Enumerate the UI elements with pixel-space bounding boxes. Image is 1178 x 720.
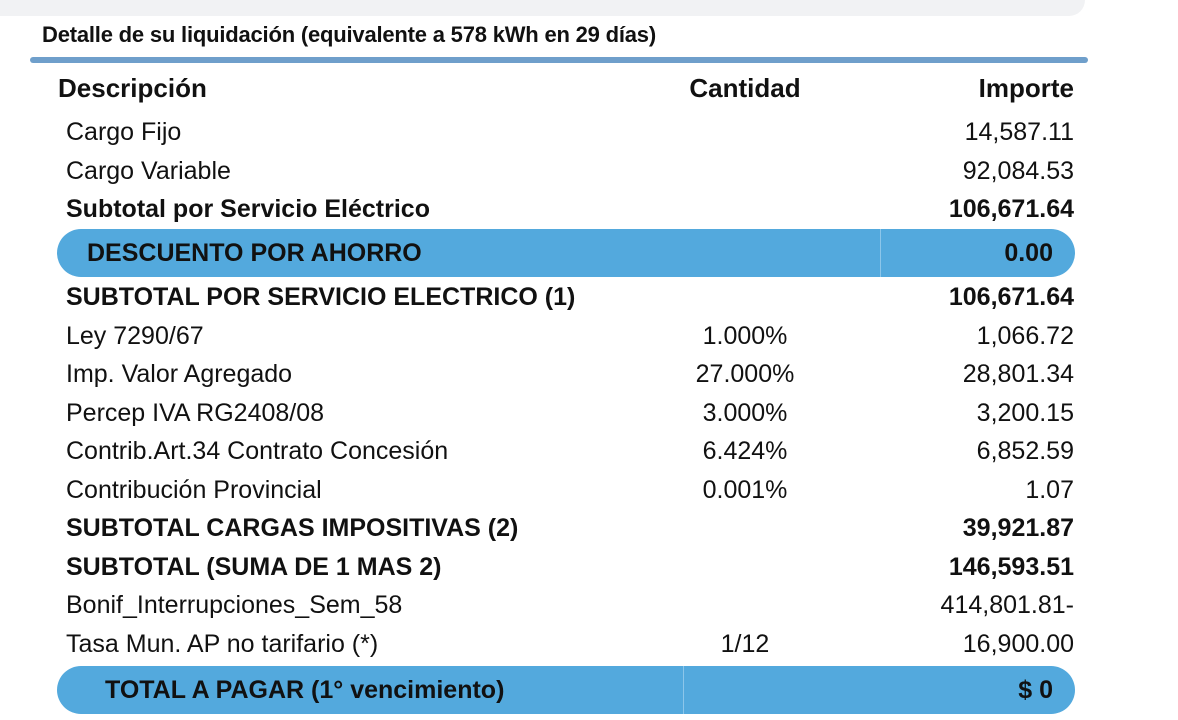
row-description: Contribución Provincial <box>66 475 322 504</box>
row-description: SUBTOTAL (SUMA DE 1 MAS 2) <box>66 552 442 581</box>
table-row: SUBTOTAL CARGAS IMPOSITIVAS (2) 39,921.87 <box>0 509 1178 547</box>
row-quantity: 1.000% <box>702 321 788 350</box>
row-description: Cargo Variable <box>66 156 231 185</box>
table-row: SUBTOTAL POR SERVICIO ELECTRICO (1) 106,6… <box>0 278 1178 316</box>
top-band <box>0 0 1085 16</box>
row-description: Ley 7290/67 <box>66 321 204 350</box>
table-row: Cargo Fijo 14,587.11 <box>0 113 1178 151</box>
row-description: Bonif_Interrupciones_Sem_58 <box>66 591 403 619</box>
row-description: SUBTOTAL CARGAS IMPOSITIVAS (2) <box>66 514 519 542</box>
row-amount: 106,671.64 <box>948 283 1074 311</box>
row-description: Cargo Fijo <box>66 118 182 146</box>
table-header: Descripción Cantidad Importe <box>0 69 1178 107</box>
table-row: Percep IVA RG2408/08 3.000% 3,200.15 <box>0 394 1178 432</box>
total-label: TOTAL A PAGAR (1° vencimiento) <box>105 676 505 704</box>
row-amount: 39,921.87 <box>962 514 1074 542</box>
table-row: Contrib.Art.34 Contrato Concesión 6.424% 6… <box>0 432 1178 470</box>
column-header-description: Descripción <box>58 73 207 103</box>
row-amount: 146,593.51 <box>948 552 1074 581</box>
column-header-quantity: Cantidad <box>689 73 801 103</box>
table-row: Imp. Valor Agregado 27.000% 28,801.34 <box>0 355 1178 393</box>
discount-amount: 0.00 <box>1004 239 1053 267</box>
cell-divider <box>880 229 881 277</box>
table-row: Bonif_Interrupciones_Sem_58 414,801.81- <box>0 586 1178 624</box>
table-row: Ley 7290/67 1.000% 1,066.72 <box>0 317 1178 355</box>
section-title: Detalle de su liquidación (equivalente a… <box>42 22 656 47</box>
discount-label: DESCUENTO POR AHORRO <box>87 239 422 267</box>
row-description: Imp. Valor Agregado <box>66 360 293 388</box>
row-quantity: 6.424% <box>702 437 788 465</box>
row-amount: 16,900.00 <box>962 629 1074 658</box>
table-row: Cargo Variable 92,084.53 <box>0 152 1178 190</box>
row-amount: 414,801.81- <box>940 591 1074 619</box>
total-row: TOTAL A PAGAR (1° vencimiento) $ 0 <box>57 666 1075 714</box>
row-amount: 28,801.34 <box>962 360 1074 388</box>
divider <box>30 57 1088 63</box>
row-amount: 1,066.72 <box>976 321 1074 350</box>
row-description: SUBTOTAL POR SERVICIO ELECTRICO (1) <box>66 283 576 311</box>
row-description: Tasa Mun. AP no tarifario (*) <box>66 629 379 658</box>
row-amount: 14,587.11 <box>964 118 1074 146</box>
table-row: SUBTOTAL (SUMA DE 1 MAS 2) 146,593.51 <box>0 548 1178 586</box>
row-amount: 1.07 <box>1025 475 1074 504</box>
table-row: Tasa Mun. AP no tarifario (*) 1/12 16,900.… <box>0 625 1178 663</box>
column-header-amount: Importe <box>978 73 1074 103</box>
row-quantity: 3.000% <box>702 398 788 427</box>
discount-row: DESCUENTO POR AHORRO 0.00 <box>57 229 1075 277</box>
row-quantity: 1/12 <box>720 629 770 658</box>
row-description: Contrib.Art.34 Contrato Concesión <box>66 437 449 465</box>
row-amount: 92,084.53 <box>962 156 1074 185</box>
row-quantity: 27.000% <box>695 360 795 388</box>
table-row: Subtotal por Servicio Eléctrico 106,671.6… <box>0 190 1178 228</box>
row-quantity: 0.001% <box>702 475 788 504</box>
row-description: Percep IVA RG2408/08 <box>66 398 325 427</box>
row-amount: 6,852.59 <box>976 437 1074 465</box>
row-amount: 106,671.64 <box>948 195 1074 223</box>
table-row: Contribución Provincial 0.001% 1.07 <box>0 471 1178 509</box>
cell-divider <box>683 666 684 714</box>
row-description: Subtotal por Servicio Eléctrico <box>66 195 430 223</box>
row-amount: 3,200.15 <box>976 398 1074 427</box>
total-amount: $ 0 <box>1018 676 1053 704</box>
